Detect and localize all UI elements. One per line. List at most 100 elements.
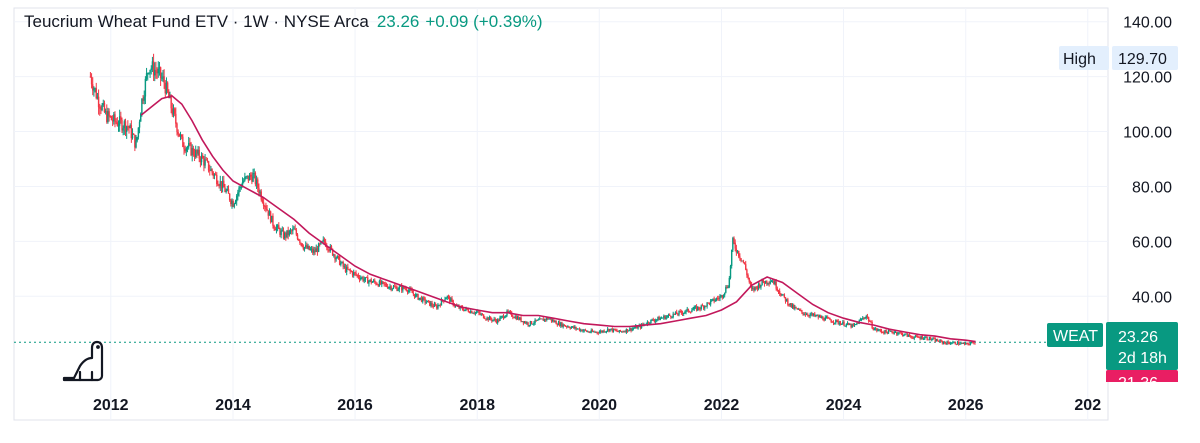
candle-body [862,317,864,320]
candle-body [313,250,315,253]
candle-body [901,333,904,336]
candle-body [807,314,809,316]
candle-body [829,318,831,321]
candle-body [911,336,913,338]
candle-body [671,317,673,318]
candle-body [97,96,100,108]
y-axis[interactable]: 140.00 120.00 100.00 80.00 60.00 40.00 [1123,15,1172,307]
candle-body [287,230,289,236]
candle-body [968,344,970,345]
candle-body [626,329,629,332]
candle-body [227,188,230,194]
candle-body [103,102,106,112]
candle-body [177,132,179,134]
candle-body [499,317,501,321]
candle-body [447,296,450,297]
candle-body [433,304,436,307]
candle-body [299,240,301,243]
candle-body [214,174,217,176]
candle-body [842,321,844,324]
candle-body [711,299,713,301]
candle-body [941,340,944,344]
candle-body [463,309,465,311]
candle-body [719,296,721,299]
candle-body [879,329,882,331]
candle-body [733,238,735,243]
candle-body [716,298,719,299]
candle-body [96,96,99,99]
candle-body [202,155,204,159]
candle-body [422,297,424,302]
candle-body [526,322,528,324]
candle-body [438,304,440,306]
candle-body [144,78,147,97]
candle-body [693,306,695,310]
candle-body [707,302,709,304]
candle-body [510,312,513,317]
candle-body [451,298,453,301]
candle-body [699,308,701,310]
candle-body [749,281,752,285]
candle-body [437,305,439,309]
candle-body [791,304,794,308]
candle-body [109,116,111,117]
candle-body [365,277,368,278]
candle-body [357,275,360,278]
candle-body [93,88,95,91]
symbol-label: WEAT [1053,328,1098,345]
candle-body [423,297,425,299]
candle-body [315,248,317,253]
candle-body [773,280,775,285]
x-tick-label: 2014 [215,397,251,414]
candle-body [178,133,181,137]
candle-body [890,331,892,332]
candle-body [271,215,273,223]
candle-body [571,326,574,328]
candle-body [810,313,812,315]
candle-body [822,316,824,320]
x-axis[interactable]: 2012 2014 2016 2018 2020 2022 2024 2026 202 [93,397,1101,414]
candle-body [746,269,748,276]
candle-body [278,225,280,230]
candle-body [395,286,397,288]
candle-body [740,258,742,261]
candle-body [233,203,236,207]
candle-body [881,332,884,333]
candle-body [480,314,482,315]
candle-body [99,107,101,109]
candle-body [124,121,127,132]
candle-body [698,306,700,309]
candle-body [221,180,224,189]
candle-body [180,134,183,137]
candle-body [148,72,150,74]
candle-body [948,342,951,345]
candle-body [918,337,920,339]
candle-body [601,330,603,333]
symbol-badge[interactable]: WEAT 23.26 2d 18h [1047,322,1178,370]
candle-body [303,247,306,250]
candle-body [603,330,605,333]
candle-body [396,287,398,291]
y-tick-label: 120.00 [1123,70,1172,87]
candle-body [585,330,588,332]
candle-body [482,314,485,319]
candle-body [228,193,231,201]
candle-body [458,306,460,309]
candle-body [269,211,272,223]
candle-body [891,331,893,333]
candle-body [867,317,870,322]
candle-body [856,323,858,325]
candle-body [484,318,486,319]
candle-body [331,248,334,256]
candle-body [869,321,871,322]
candle-body [735,248,738,253]
candle-body [338,256,341,265]
candle-body [748,277,750,282]
candle-body [893,332,896,334]
candle-body [118,116,121,126]
candle-body [444,299,446,302]
candle-body [580,329,582,331]
candle-body [678,311,680,315]
candle-body [928,337,931,341]
